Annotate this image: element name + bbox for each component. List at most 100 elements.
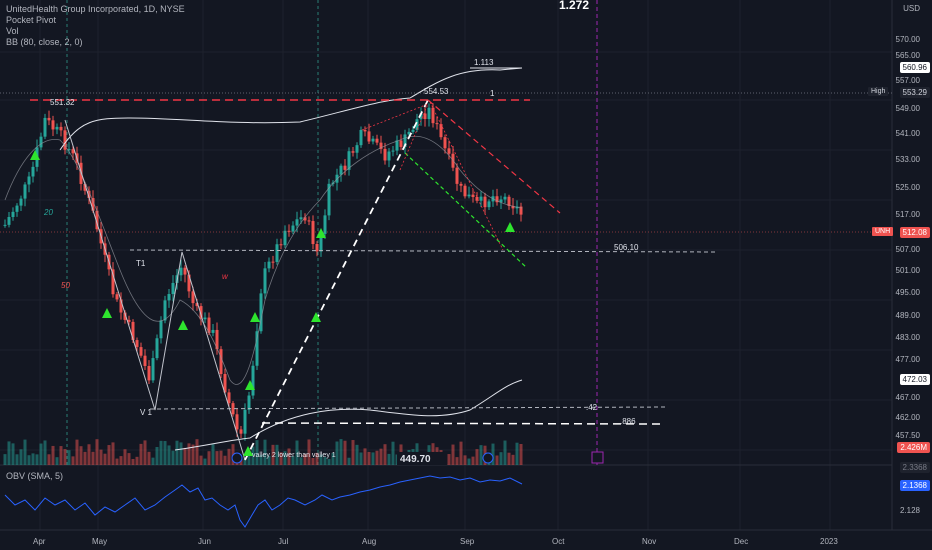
candle-body [383, 148, 387, 161]
volume-bar [291, 456, 295, 465]
volume-bar [299, 457, 303, 465]
candle-body [19, 198, 23, 206]
volume-bar [463, 455, 467, 465]
price-tick: 570.00 [895, 35, 920, 44]
trend-up-line [244, 99, 429, 461]
candle-body [475, 197, 479, 201]
volume-bar [175, 440, 179, 465]
volume-bar [143, 440, 147, 465]
price-tick: 507.00 [895, 245, 920, 254]
candle-body [171, 282, 175, 295]
candle-body [27, 176, 31, 185]
volume-bar [211, 444, 215, 465]
candle-body [23, 184, 27, 199]
volume-bar [119, 456, 123, 465]
volume-bar [203, 458, 207, 465]
peak1-label: 551.32 [50, 98, 75, 107]
fib-top-label: 1.272 [559, 0, 590, 12]
candle-body [455, 167, 459, 184]
volume-bar [367, 451, 371, 465]
price-tick: 477.00 [895, 355, 920, 364]
price-tick: 565.00 [895, 51, 920, 60]
volume-bar [103, 453, 107, 465]
volume-bar [87, 444, 91, 465]
volume-bar [215, 451, 219, 465]
arrow-icon [316, 228, 326, 238]
candle-body [399, 140, 403, 147]
volume-bar [391, 441, 395, 465]
candle-body [439, 124, 443, 138]
obv-top-badge: 2.3368 [899, 462, 930, 473]
candle-body [291, 225, 295, 232]
candle-body [235, 414, 239, 430]
volume-bar [223, 455, 227, 465]
event-marker-icon [231, 452, 243, 464]
volume-bar [183, 447, 187, 465]
volume-bar [171, 450, 175, 465]
volume-bar [63, 449, 67, 465]
candle-body [479, 196, 483, 201]
candle-body [279, 244, 283, 246]
candle-body [135, 340, 139, 348]
candle-body [499, 199, 503, 203]
candle-body [199, 306, 203, 320]
volume-bar [51, 445, 55, 465]
fib-886-label: .886 [620, 417, 636, 426]
volume-bar [27, 455, 31, 465]
candle-body [111, 269, 115, 295]
valley-low-label: 449.70 [400, 454, 431, 465]
volume-bar [355, 444, 359, 465]
volume-bar [271, 444, 275, 465]
candle-body [271, 261, 275, 263]
volume-bar [347, 457, 351, 465]
ma-line [4, 135, 523, 385]
volume-bar [247, 454, 251, 465]
candle-body [143, 355, 147, 366]
small-pattern-line [429, 101, 504, 251]
legend-indicator[interactable]: Vol [6, 26, 19, 36]
legend-indicator[interactable]: Pocket Pivot [6, 15, 57, 25]
candle-body [255, 331, 259, 366]
legend-title[interactable]: UnitedHealth Group Incorporated, 1D, NYS… [6, 4, 185, 14]
candle-body [303, 217, 307, 221]
volume-bar [319, 454, 323, 465]
volume-bar [259, 454, 263, 465]
volume-bar [39, 443, 43, 465]
candle-body [435, 123, 439, 125]
volume-bar [155, 446, 159, 465]
candle-body [223, 373, 227, 393]
candle-body [483, 196, 487, 208]
arrow-icon [505, 222, 515, 232]
candle-body [351, 151, 355, 153]
candle-body [55, 126, 59, 130]
price-tick: 525.00 [895, 183, 920, 192]
volume-bar [135, 456, 139, 465]
volume-bar [503, 440, 507, 465]
candle-body [487, 201, 491, 208]
candle-body [71, 149, 75, 154]
candle-body [67, 149, 71, 151]
candle-body [343, 165, 347, 170]
volume-bar [199, 455, 203, 465]
v1-label: V 1 [140, 408, 153, 417]
volume-bar [91, 451, 95, 465]
candle-body [231, 403, 235, 415]
legend-indicator[interactable]: BB (80, close, 2, 0) [6, 37, 83, 47]
candle-body [395, 140, 399, 151]
volume-bar [475, 449, 479, 465]
volume-bar [479, 445, 483, 465]
candle-body [347, 151, 351, 170]
obv-legend[interactable]: OBV (SMA, 5) [6, 471, 64, 481]
volume-bar [495, 455, 499, 465]
fib-42-label: .42 [586, 403, 598, 412]
volume-bar [111, 442, 115, 465]
candle-body [127, 319, 131, 322]
candle-body [375, 138, 379, 143]
volume-bar [163, 441, 167, 465]
candle-body [295, 219, 299, 226]
volume-bar [379, 448, 383, 465]
volume-bar [187, 443, 191, 465]
volume-bar [255, 440, 259, 465]
candle-body [7, 217, 11, 225]
